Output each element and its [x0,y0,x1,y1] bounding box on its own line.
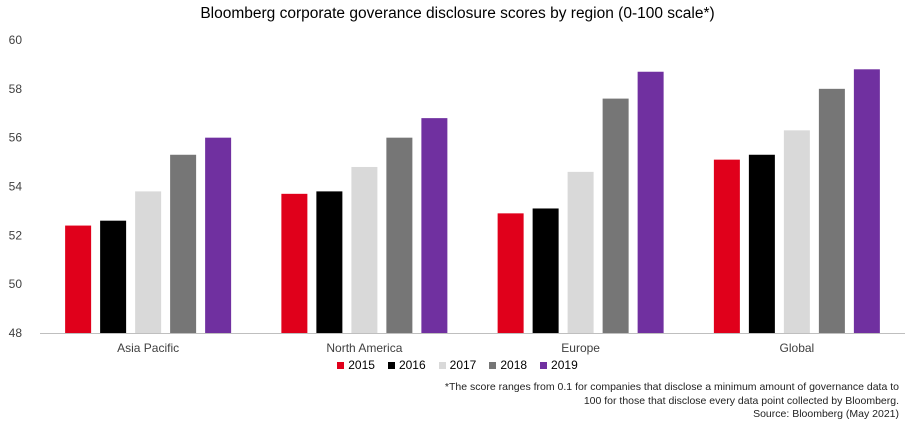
legend-swatch [489,361,497,369]
bar [602,98,629,333]
bar [205,137,232,333]
bar [281,193,308,333]
legend-label: 2019 [551,358,578,372]
bar [135,191,162,333]
x-tick-label: Global [780,341,815,355]
x-tick-label: Europe [561,341,600,355]
chart-title: Bloomberg corporate goverance disclosure… [200,5,715,22]
chart-legend: 2015 2016 2017 2018 2019 [0,358,915,372]
bar [713,159,740,333]
legend-swatch [387,361,395,369]
y-tick-label: 50 [9,277,23,291]
legend-item: 2017 [438,358,477,372]
legend-swatch [438,361,446,369]
y-tick-label: 52 [9,228,23,242]
footnote-line-2: 100 for those that disclose every data p… [583,394,899,407]
bar [316,191,343,333]
y-tick-label: 54 [9,180,23,194]
legend-label: 2017 [449,358,477,372]
bar [783,130,810,333]
legend-swatch [540,361,548,369]
bar [386,137,413,333]
x-tick-label: Asia Pacific [117,341,179,355]
legend-item: 2015 [337,358,375,372]
bar [818,88,845,333]
bar [567,171,594,333]
y-tick-label: 60 [9,33,23,47]
x-tick-label: North America [326,341,402,355]
bar [853,69,880,334]
bar [637,71,664,333]
legend-label: 2016 [398,358,426,372]
footnote: *The score ranges from 0.1 for companies… [445,381,899,422]
legend-swatch [337,361,345,369]
bar [65,225,92,333]
bar [170,154,197,333]
legend-item: 2016 [387,358,426,372]
legend-item: 2019 [540,358,578,372]
legend-item: 2018 [489,358,527,372]
y-tick-label: 58 [9,82,23,96]
y-tick-label: 48 [9,326,23,340]
bar [100,220,127,333]
bar [421,118,448,333]
source-note: Source: Bloomberg (May 2021) [753,408,899,420]
legend-label: 2015 [348,358,375,372]
bar [497,213,524,333]
legend-label: 2018 [500,358,528,372]
bar [532,208,559,333]
footnote-line-1: *The score ranges from 0.1 for companies… [444,381,899,393]
bar [748,154,775,333]
y-tick-label: 56 [9,131,23,145]
bar [351,166,378,333]
